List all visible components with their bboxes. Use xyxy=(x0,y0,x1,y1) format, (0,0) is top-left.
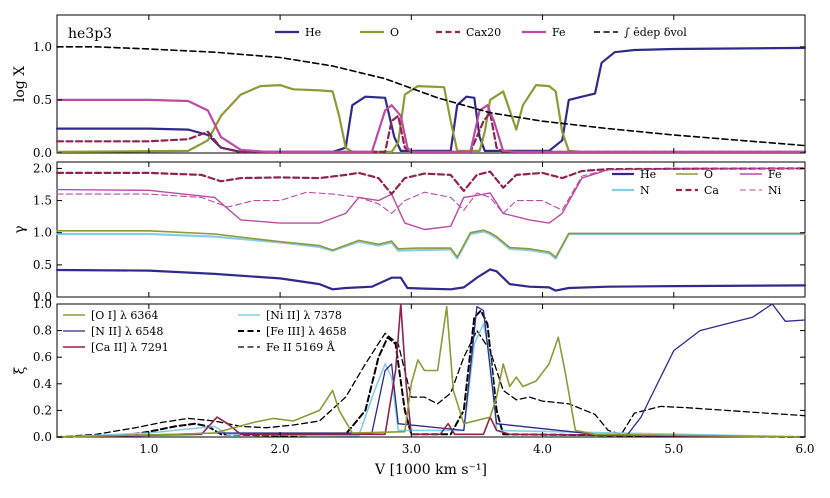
y-tick-label-top-1: 0.5 xyxy=(33,93,52,107)
legend-bottom: [O I] λ 6364 [Ni II] λ 7378 [N II] λ 6548 [… xyxy=(63,309,347,354)
legend-label-bottom-4: [Ca II] λ 7291 xyxy=(91,341,169,354)
series-line-bottom-1 xyxy=(56,329,806,438)
legend-label-bottom-0: [O I] λ 6364 xyxy=(91,309,158,322)
x-ticks-top xyxy=(148,15,806,153)
y-tick-label-middle-3: 1.5 xyxy=(33,194,52,208)
y-axis-label-top: log X xyxy=(12,66,28,102)
y-tick-label-bottom-4: 0.8 xyxy=(33,324,52,338)
plot-frame-top xyxy=(56,14,806,154)
legend-label-middle-5: Ni xyxy=(768,184,782,197)
legend-label-top-0: He xyxy=(305,26,321,39)
y-axis-label-bottom: ξ xyxy=(12,366,28,374)
series-line-middle-3 xyxy=(56,167,806,231)
y-tick-label-bottom-0: 0.0 xyxy=(33,430,52,444)
panel-top: 0.0 0.5 1.0 log X he3p3 He O Cax20 Fe ∫ ēdep δ… xyxy=(12,14,807,160)
x-tick-label-3: 4.0 xyxy=(533,442,552,456)
series-line-bottom-4 xyxy=(56,303,806,438)
series-group-bottom xyxy=(56,303,806,438)
y-tick-label-bottom-2: 0.4 xyxy=(33,377,52,391)
y-ticks-bottom: 0.0 0.2 0.4 0.6 0.8 1.0 xyxy=(33,297,805,444)
x-tick-label-4: 5.0 xyxy=(664,442,683,456)
legend-label-bottom-1: [Ni II] λ 7378 xyxy=(266,309,342,322)
x-ticks-middle xyxy=(148,162,806,297)
series-line-middle-1 xyxy=(55,230,807,260)
legend-label-bottom-5: Fe II 5169 Å xyxy=(266,340,336,354)
legend-label-middle-0: He xyxy=(640,168,656,181)
series-group-middle xyxy=(55,167,807,292)
legend-label-middle-3: N xyxy=(640,184,650,197)
y-tick-label-bottom-5: 1.0 xyxy=(33,297,52,311)
y-tick-label-bottom-3: 0.6 xyxy=(33,350,52,364)
series-line-top-3 xyxy=(55,98,807,153)
series-line-bottom-3 xyxy=(56,303,806,438)
series-line-top-4 xyxy=(56,46,806,147)
legend-label-bottom-3: [Fe III] λ 4658 xyxy=(266,325,347,338)
y-ticks-middle: 0.0 0.5 1.0 1.5 2.0 xyxy=(33,161,805,304)
series-line-middle-2 xyxy=(56,229,806,258)
legend-label-top-1: O xyxy=(390,26,399,39)
panel-label: he3p3 xyxy=(68,26,112,42)
legend-middle: He O Fe N Ca Ni xyxy=(612,168,782,197)
legend-label-top-2: Cax20 xyxy=(466,26,501,39)
series-line-top-2 xyxy=(55,111,807,153)
series-line-bottom-0 xyxy=(56,309,806,438)
y-axis-label-middle: γ xyxy=(12,225,28,233)
series-line-middle-5 xyxy=(56,167,806,214)
series-line-middle-0 xyxy=(55,268,807,292)
series-group-top xyxy=(55,46,807,153)
panel-middle: 0.0 0.5 1.0 1.5 2.0 γ He O Fe N Ca Ni xyxy=(12,161,807,304)
y-tick-label-top-0: 0.0 xyxy=(33,146,52,160)
plot-frame-middle xyxy=(56,161,806,298)
y-tick-label-middle-4: 2.0 xyxy=(33,161,52,175)
x-tick-label-5: 6.0 xyxy=(795,442,814,456)
plot-frame-bottom xyxy=(56,303,806,438)
legend-label-middle-1: O xyxy=(704,168,713,181)
legend-label-top-4: ∫ ēdep δvol xyxy=(624,26,687,39)
y-tick-label-middle-1: 0.5 xyxy=(33,258,52,272)
legend-top: He O Cax20 Fe ∫ ēdep δvol xyxy=(275,26,687,39)
series-line-bottom-5 xyxy=(56,305,806,438)
legend-label-bottom-2: [N II] λ 6548 xyxy=(91,325,163,338)
panel-bottom: 0.00.20.40.60.81.0 1.0 2.0 3.0 4.0 5.0 6.0 ξ … xyxy=(12,297,815,456)
y-tick-label-bottom-1: 0.2 xyxy=(33,403,52,417)
x-axis-label: V [1000 km s⁻¹] xyxy=(374,462,487,478)
x-ticks-bottom: 1.0 2.0 3.0 4.0 5.0 6.0 xyxy=(139,304,815,456)
y-tick-label-top-2: 1.0 xyxy=(33,40,52,54)
y-ticks-top: 0.0 0.5 1.0 xyxy=(33,40,805,160)
x-tick-label-2: 3.0 xyxy=(402,442,421,456)
series-line-middle-4 xyxy=(55,167,807,196)
y-tick-label-middle-0: 0.0 xyxy=(33,290,52,304)
y-tick-label-middle-2: 1.0 xyxy=(33,226,52,240)
legend-label-middle-4: Ca xyxy=(704,184,719,197)
legend-label-middle-2: Fe xyxy=(768,168,782,181)
series-line-bottom-2 xyxy=(56,323,806,438)
legend-label-top-3: Fe xyxy=(552,26,566,39)
x-tick-label-0: 1.0 xyxy=(139,442,158,456)
x-tick-label-1: 2.0 xyxy=(271,442,290,456)
series-line-top-1 xyxy=(55,84,807,153)
